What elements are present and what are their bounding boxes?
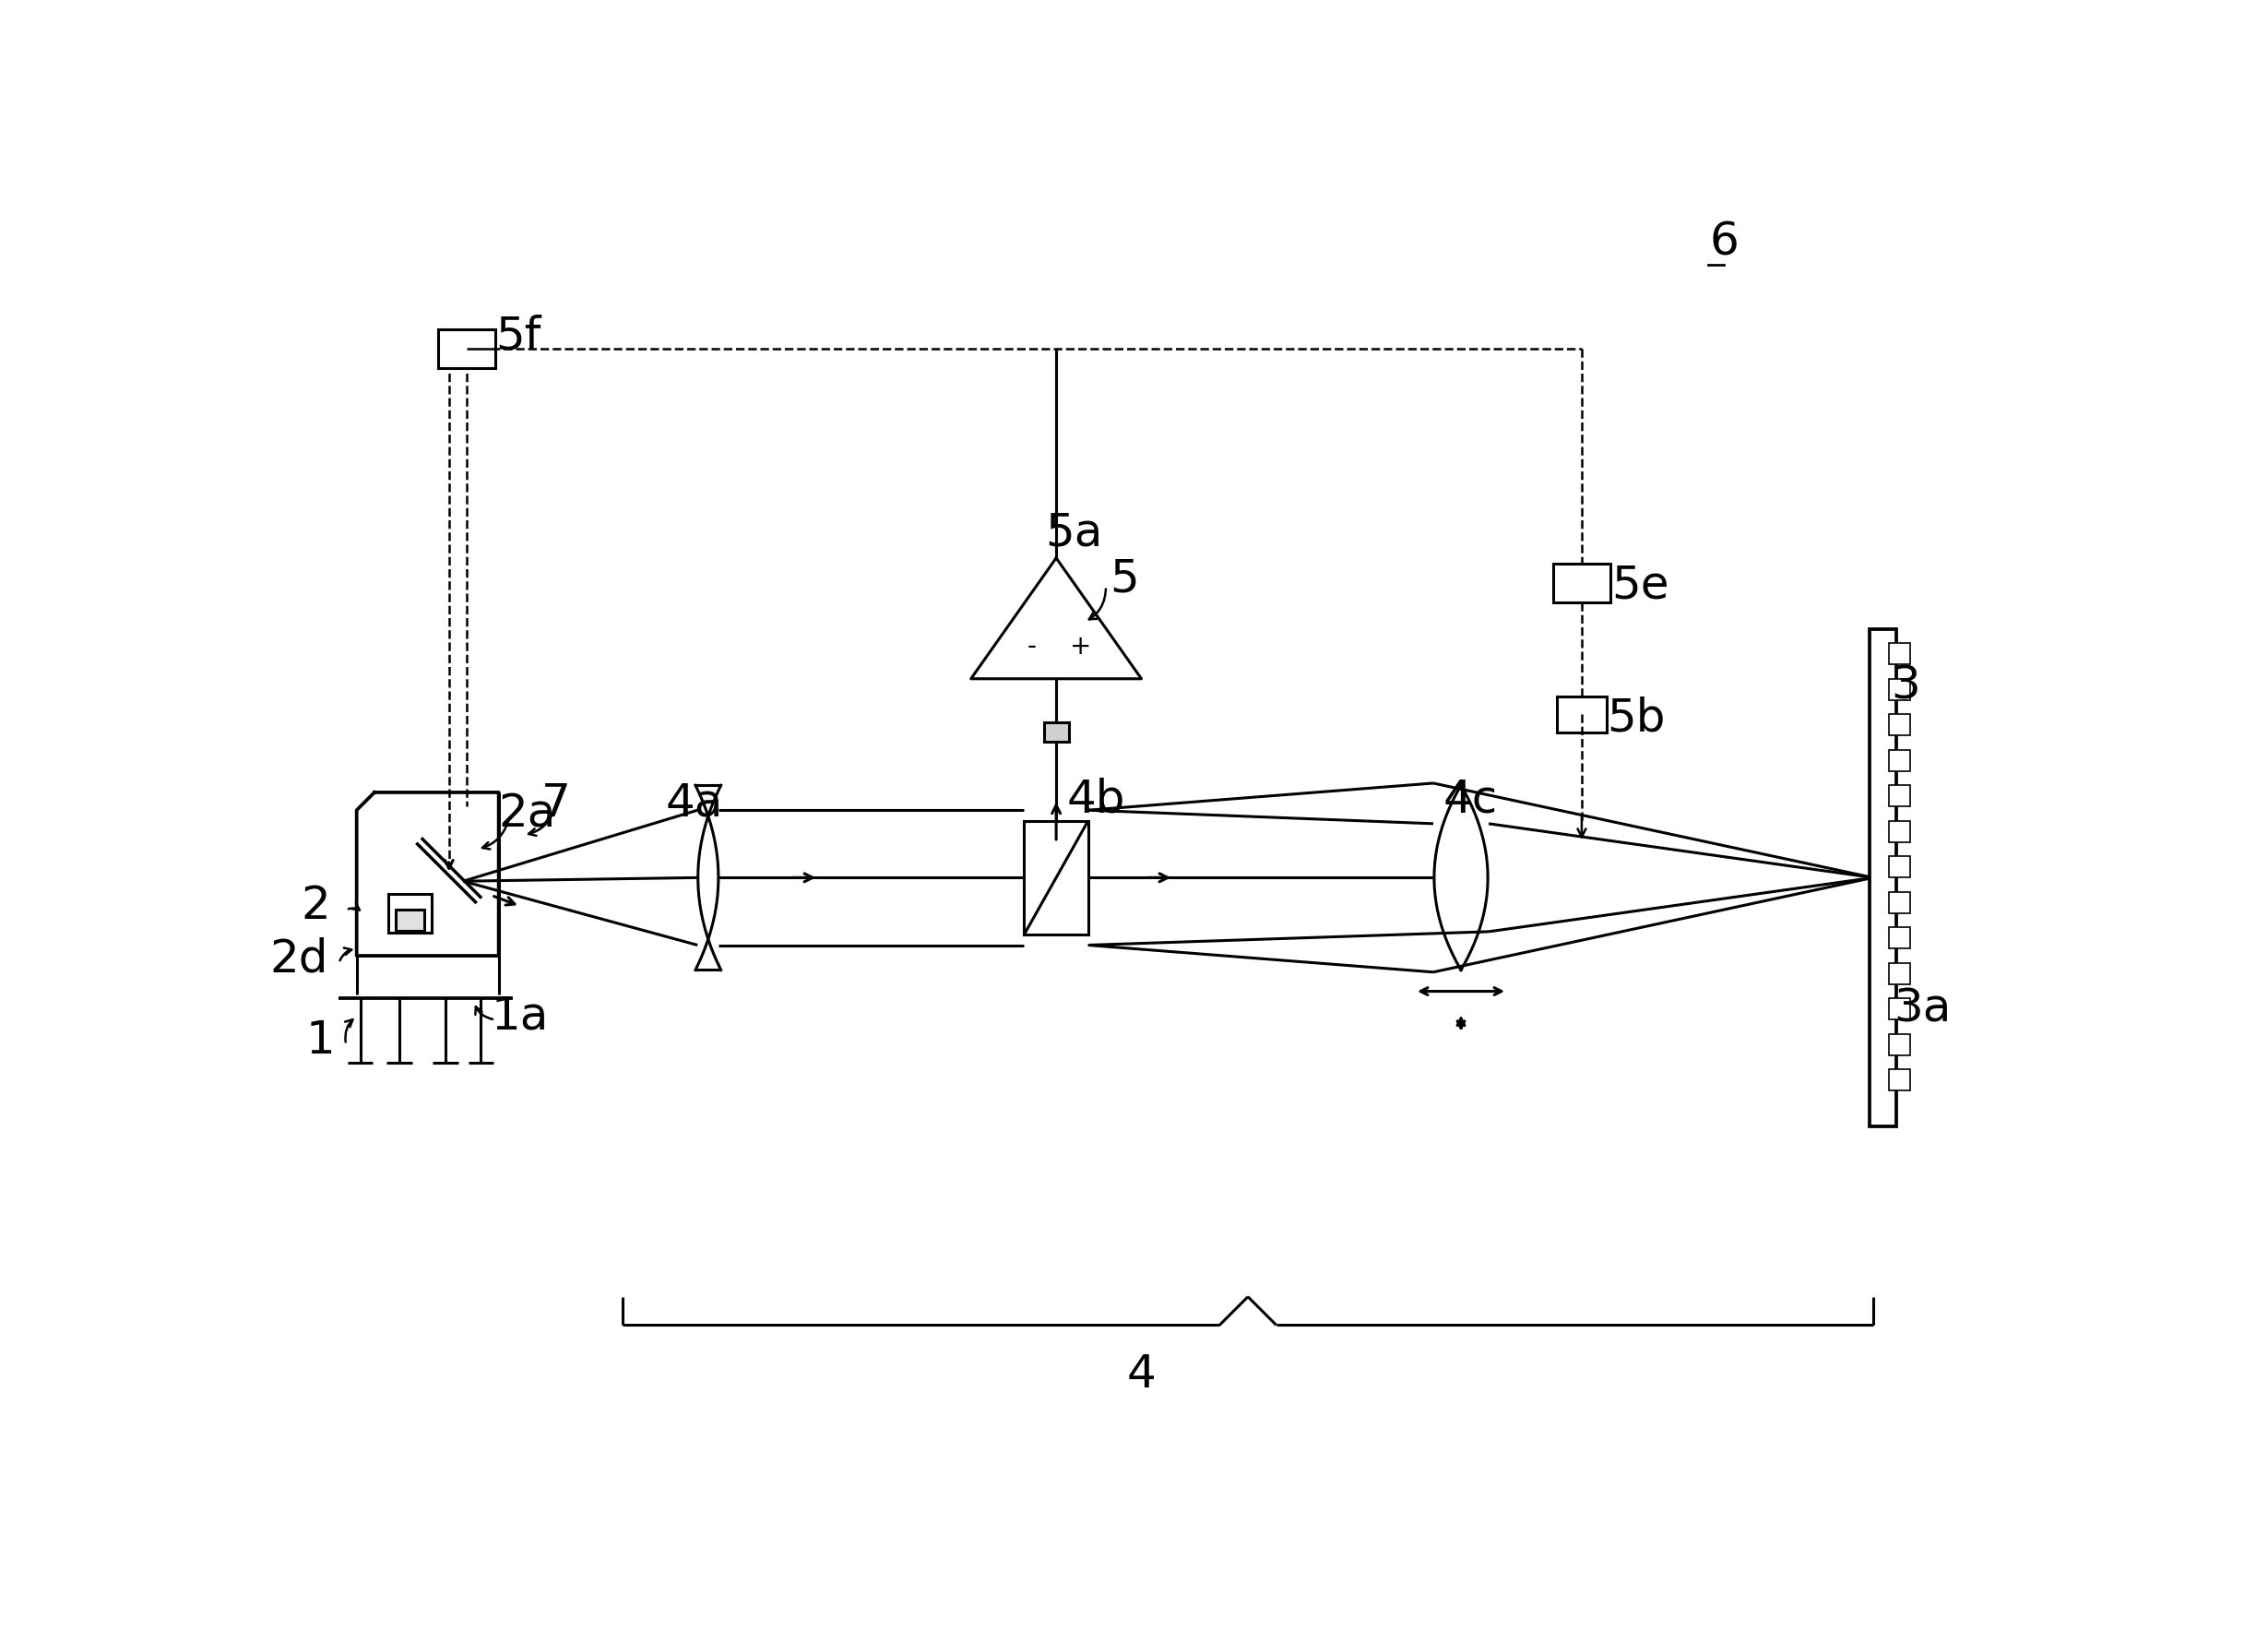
Text: 4: 4 [1127, 1352, 1157, 1398]
Bar [1889, 785, 1910, 807]
Bar [1889, 856, 1910, 877]
Text: 3a: 3a [1894, 987, 1953, 1031]
Text: +: + [1070, 634, 1091, 659]
Bar [1889, 962, 1910, 983]
Text: 4c: 4c [1442, 778, 1497, 822]
Text: 1a: 1a [492, 993, 549, 1039]
Bar [1554, 563, 1610, 602]
Bar [1889, 750, 1910, 771]
Text: 4a: 4a [665, 781, 723, 825]
Bar [1889, 643, 1910, 664]
Text: 5b: 5b [1606, 696, 1665, 740]
Text: 2a: 2a [499, 791, 556, 835]
Text: 5e: 5e [1613, 563, 1669, 607]
Text: 3: 3 [1892, 664, 1921, 708]
Bar [1869, 630, 1896, 1127]
Bar [1889, 1034, 1910, 1055]
Bar [438, 329, 494, 369]
Bar [1889, 928, 1910, 949]
Bar [395, 910, 424, 931]
Bar [1889, 1070, 1910, 1091]
Bar [1889, 892, 1910, 913]
Bar [1889, 820, 1910, 842]
Bar [1889, 998, 1910, 1019]
Bar [1889, 678, 1910, 700]
Text: -: - [1027, 634, 1036, 659]
Text: 5: 5 [1109, 558, 1139, 602]
Text: 2: 2 [302, 884, 331, 928]
Bar [1043, 723, 1068, 742]
Bar [1889, 714, 1910, 736]
Text: 5f: 5f [494, 315, 540, 359]
Text: 5a: 5a [1046, 511, 1102, 555]
Text: 1: 1 [306, 1019, 336, 1063]
Text: 4b: 4b [1066, 778, 1125, 822]
Bar [388, 894, 431, 933]
Text: 2d: 2d [270, 938, 329, 982]
Bar [1025, 820, 1089, 935]
Text: 6: 6 [1710, 220, 1740, 264]
Bar [1556, 696, 1606, 732]
Text: 7: 7 [542, 781, 572, 825]
